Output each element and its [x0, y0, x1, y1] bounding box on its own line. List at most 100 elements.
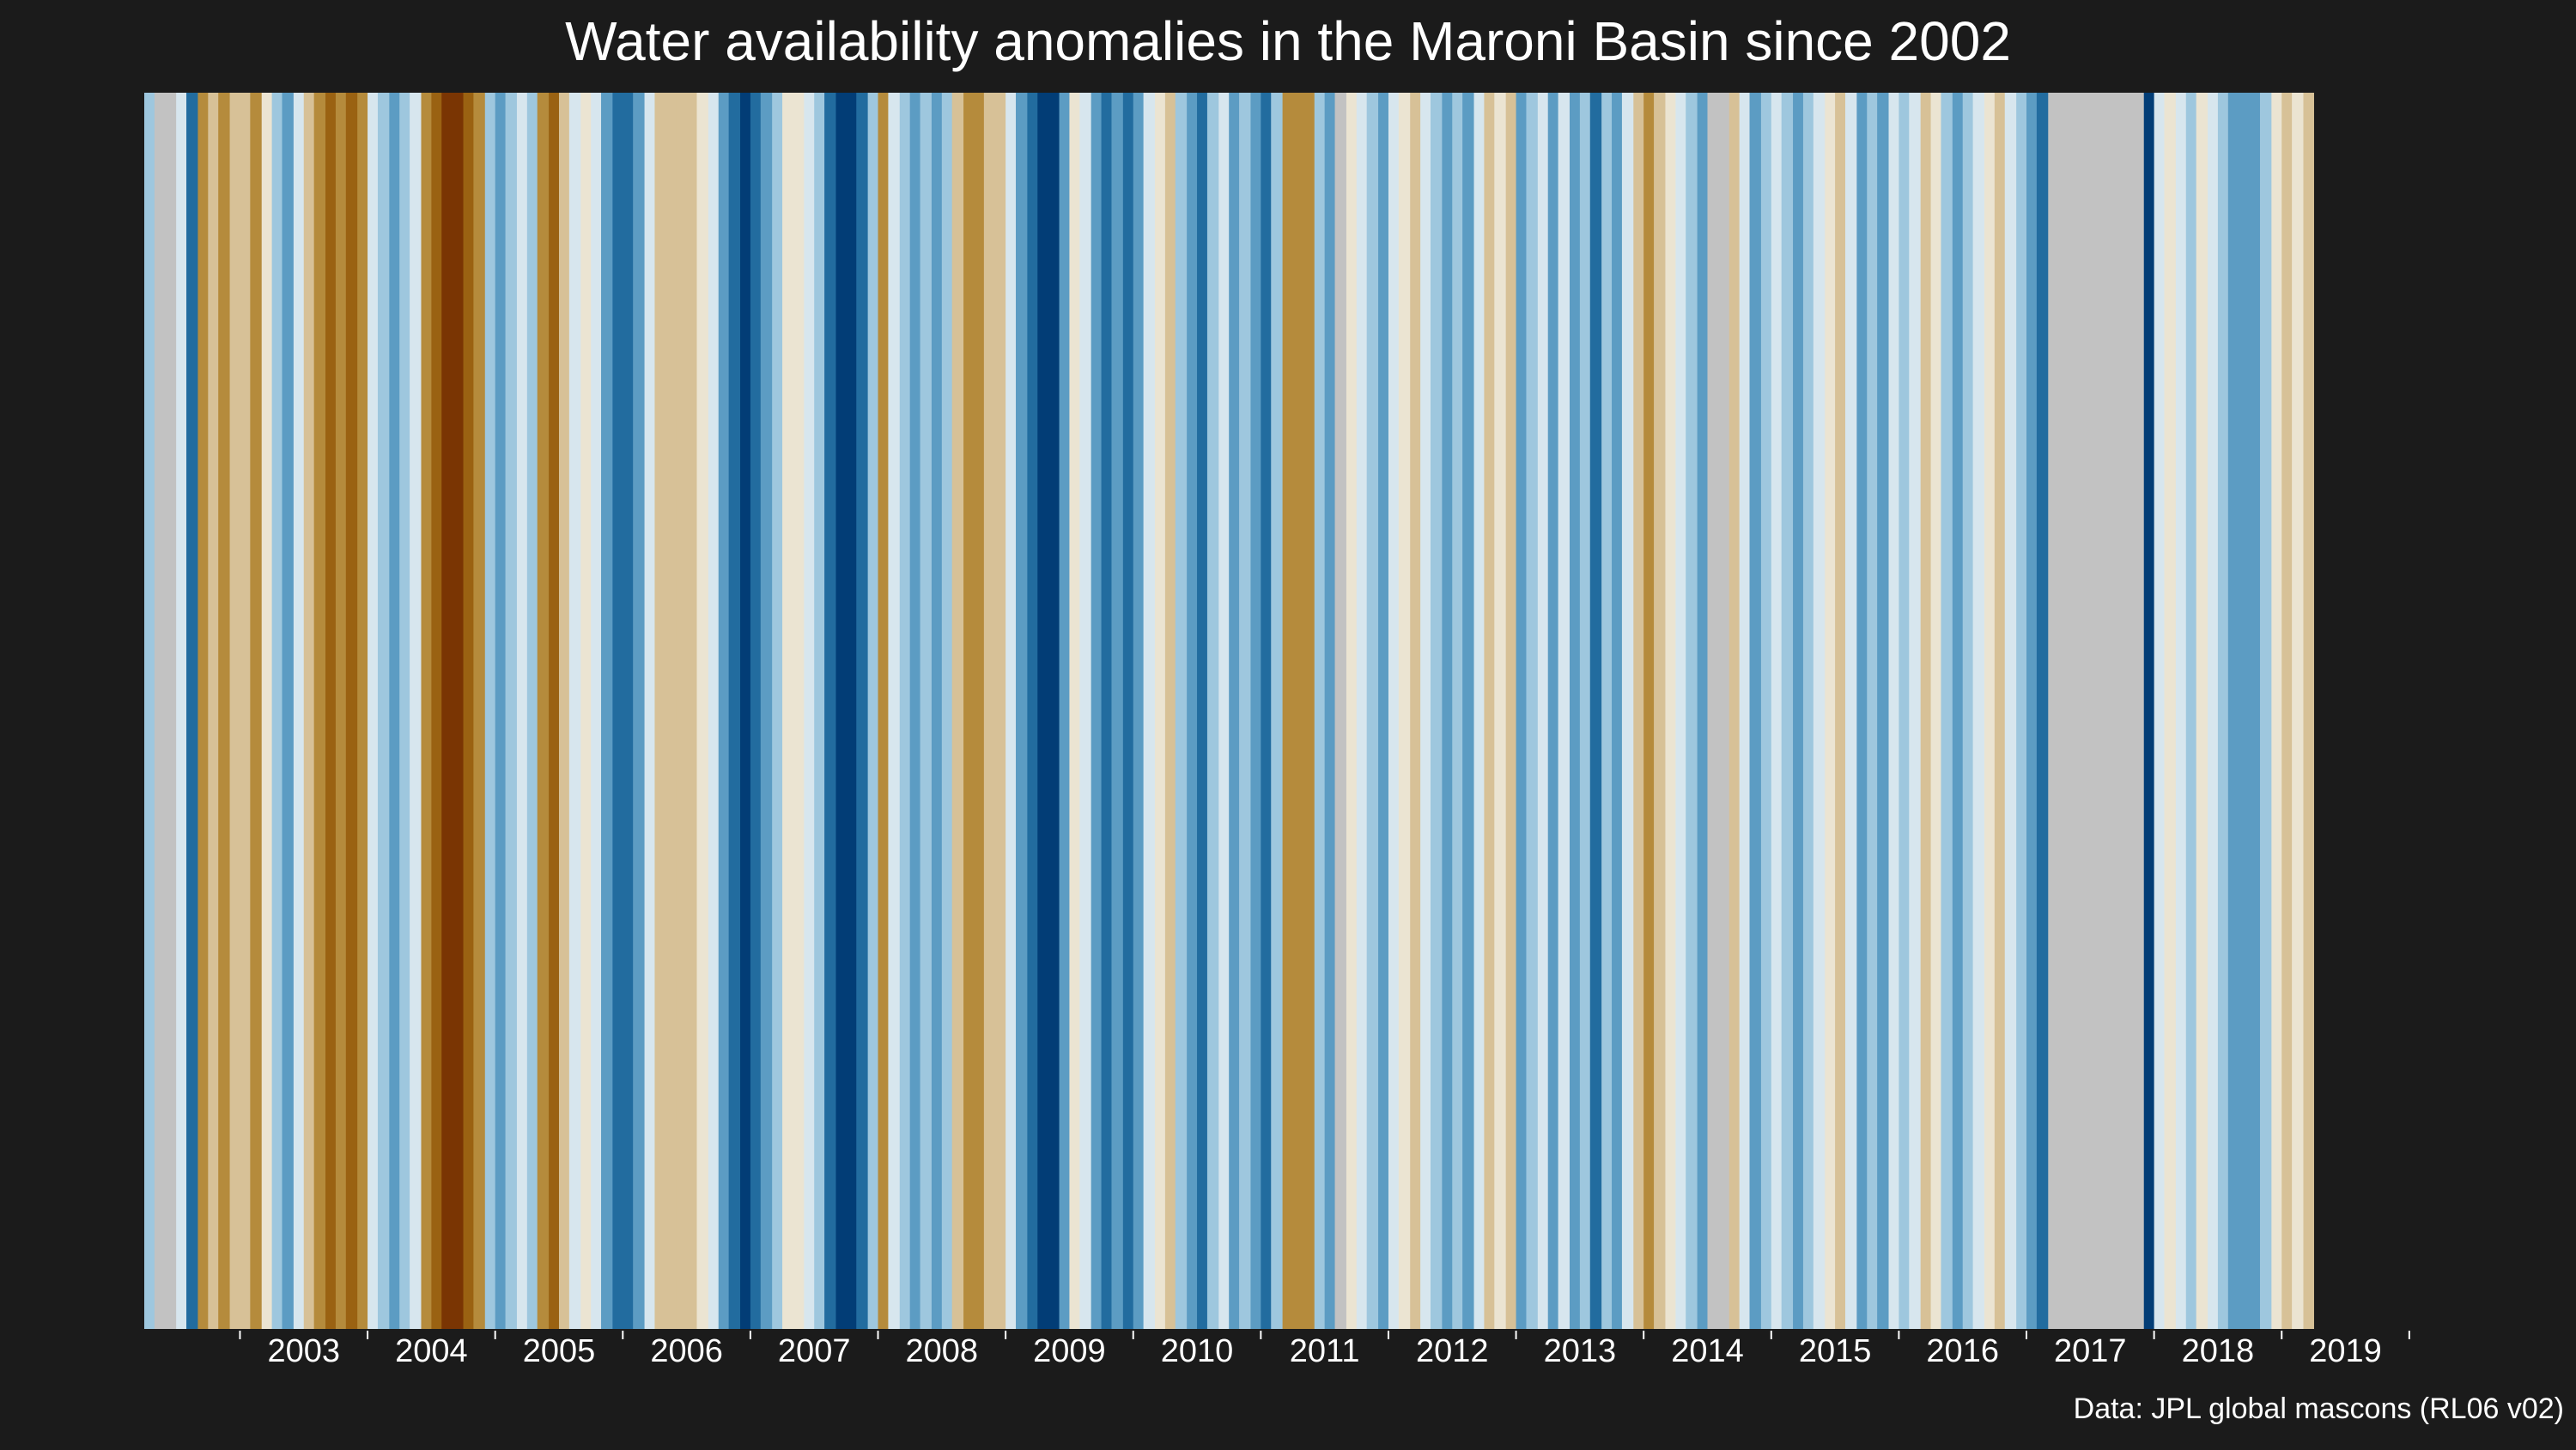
- stripe-167: [2132, 93, 2145, 1329]
- stripe-137: [1739, 93, 1751, 1329]
- stripe-178: [2271, 93, 2282, 1329]
- stripe-149: [1867, 93, 1878, 1329]
- stripe-155: [1930, 93, 1942, 1329]
- stripe-60: [867, 93, 879, 1329]
- stripe-47: [708, 93, 720, 1329]
- stripe-108: [1420, 93, 1431, 1329]
- stripe-165: [2036, 93, 2049, 1329]
- x-tick-label-2006: 2006: [650, 1333, 723, 1369]
- stripe-72: [1016, 93, 1028, 1329]
- stripes-group: [144, 93, 2314, 1329]
- stripe-74: [1037, 93, 1060, 1329]
- x-tick-label-2017: 2017: [2054, 1333, 2127, 1369]
- stripe-107: [1410, 93, 1421, 1329]
- stripe-58: [835, 93, 857, 1329]
- stripe-141: [1781, 93, 1794, 1329]
- stripe-129: [1643, 93, 1655, 1329]
- x-tick-label-2013: 2013: [1544, 1333, 1617, 1369]
- stripe-28: [473, 93, 486, 1329]
- stripe-103: [1366, 93, 1379, 1329]
- stripe-174: [2208, 93, 2219, 1329]
- stripe-173: [2196, 93, 2208, 1329]
- stripe-59: [856, 93, 869, 1329]
- x-tick-label-2010: 2010: [1161, 1333, 1234, 1369]
- stripe-1: [154, 93, 177, 1329]
- stripe-143: [1802, 93, 1814, 1329]
- stripe-172: [2185, 93, 2197, 1329]
- x-tick-label-2008: 2008: [906, 1333, 979, 1369]
- stripe-94: [1261, 93, 1272, 1329]
- stripe-169: [2154, 93, 2166, 1329]
- stripe-98: [1314, 93, 1326, 1329]
- stripe-130: [1654, 93, 1667, 1329]
- stripe-66: [931, 93, 943, 1329]
- stripe-120: [1547, 93, 1559, 1329]
- stripe-164: [2026, 93, 2038, 1329]
- stripe-115: [1494, 93, 1507, 1329]
- stripe-86: [1175, 93, 1188, 1329]
- stripe-150: [1877, 93, 1890, 1329]
- x-tick-label-2005: 2005: [523, 1333, 596, 1369]
- stripe-15: [325, 93, 337, 1329]
- stripe-101: [1346, 93, 1358, 1329]
- stripe-180: [2292, 93, 2305, 1329]
- stripe-157: [1952, 93, 1964, 1329]
- stripe-85: [1164, 93, 1176, 1329]
- stripe-136: [1728, 93, 1741, 1329]
- stripe-37: [568, 93, 581, 1329]
- stripe-53: [772, 93, 783, 1329]
- stripe-156: [1941, 93, 1953, 1329]
- stripe-145: [1825, 93, 1836, 1329]
- stripe-70: [983, 93, 1006, 1329]
- x-tick-label-2016: 2016: [1926, 1333, 1999, 1369]
- stripe-2: [176, 93, 187, 1329]
- stripe-44: [654, 93, 677, 1329]
- stripe-119: [1537, 93, 1549, 1329]
- stripe-29: [484, 93, 496, 1329]
- stripe-177: [2259, 93, 2272, 1329]
- stripe-25: [431, 93, 442, 1329]
- stripe-154: [1920, 93, 1932, 1329]
- stripe-118: [1526, 93, 1539, 1329]
- stripe-100: [1334, 93, 1347, 1329]
- stripe-93: [1250, 93, 1261, 1329]
- stripe-135: [1707, 93, 1730, 1329]
- stripe-21: [389, 93, 400, 1329]
- stripe-158: [1962, 93, 1974, 1329]
- stripe-124: [1589, 93, 1602, 1329]
- stripe-128: [1633, 93, 1644, 1329]
- x-tick-label-2012: 2012: [1416, 1333, 1489, 1369]
- stripe-3: [186, 93, 199, 1329]
- stripe-151: [1888, 93, 1899, 1329]
- stripe-175: [2217, 93, 2229, 1329]
- stripe-80: [1111, 93, 1124, 1329]
- stripe-116: [1505, 93, 1517, 1329]
- stripe-134: [1697, 93, 1709, 1329]
- stripe-166: [2048, 93, 2133, 1329]
- stripe-73: [1027, 93, 1038, 1329]
- stripe-57: [824, 93, 837, 1329]
- stripe-96: [1282, 93, 1294, 1329]
- stripe-56: [814, 93, 825, 1329]
- x-tick-label-2004: 2004: [395, 1333, 468, 1369]
- stripe-146: [1835, 93, 1846, 1329]
- stripe-109: [1431, 93, 1443, 1329]
- stripe-144: [1813, 93, 1826, 1329]
- stripe-33: [526, 93, 538, 1329]
- stripe-27: [463, 93, 475, 1329]
- stripe-78: [1091, 93, 1103, 1329]
- stripe-19: [368, 93, 379, 1329]
- stripe-68: [951, 93, 964, 1329]
- stripe-32: [516, 93, 528, 1329]
- stripe-13: [303, 93, 315, 1329]
- stripe-63: [899, 93, 911, 1329]
- stripe-8: [250, 93, 263, 1329]
- x-tick-label-2015: 2015: [1799, 1333, 1872, 1369]
- stripe-41: [612, 93, 634, 1329]
- stripe-110: [1442, 93, 1453, 1329]
- x-tick-label-2018: 2018: [2182, 1333, 2255, 1369]
- stripe-133: [1686, 93, 1698, 1329]
- stripe-163: [2016, 93, 2027, 1329]
